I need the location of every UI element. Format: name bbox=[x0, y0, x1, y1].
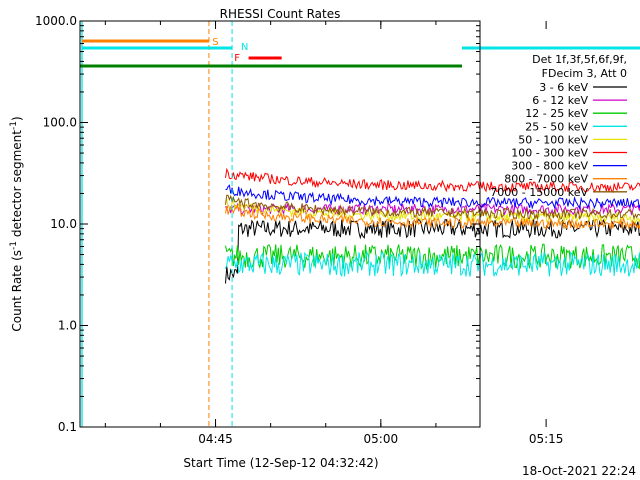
x-tick-label-1: 05:00 bbox=[364, 432, 399, 446]
y-tick-label-3: 1.0 bbox=[58, 319, 77, 333]
legend-header-1: Det 1f,3f,5f,6f,9f, bbox=[532, 53, 627, 66]
y-label-sup-1: -1 bbox=[9, 241, 19, 250]
flag-bars-group: SNFRD0RD6 bbox=[80, 21, 640, 427]
y-axis-label: Count Rate (s-1 detector segment-1) bbox=[9, 116, 24, 331]
y-tick-label-4: 0.1 bbox=[58, 420, 77, 434]
y-tick-label-1: 100.0 bbox=[43, 116, 77, 130]
series-line-5 bbox=[225, 167, 640, 194]
series-line-0 bbox=[225, 218, 640, 284]
series-line-8 bbox=[225, 194, 640, 221]
legend-label-4: 50 - 100 keV bbox=[518, 133, 588, 146]
legend-label-2: 12 - 25 keV bbox=[525, 107, 588, 120]
flag-label-f: F bbox=[234, 53, 240, 64]
y-label-part-3: ) bbox=[10, 116, 24, 121]
data-series-group bbox=[225, 167, 640, 284]
legend-label-7: 800 - 7000 keV bbox=[504, 173, 588, 186]
x-tick-label-0: 04:45 bbox=[198, 432, 233, 446]
series-line-4 bbox=[225, 198, 640, 225]
axis-ticks-group: 1000.0100.010.01.00.104:4505:0005:1505:3… bbox=[35, 14, 564, 446]
x-axis-label: Start Time (12-Sep-12 04:32:42) bbox=[183, 456, 378, 470]
series-line-3 bbox=[225, 250, 640, 278]
series-line-6 bbox=[225, 184, 640, 210]
flag-label-s: S bbox=[212, 37, 218, 48]
legend-label-1: 6 - 12 keV bbox=[532, 94, 588, 107]
flag-label-n: N bbox=[241, 42, 248, 53]
y-tick-label-2: 10.0 bbox=[50, 217, 77, 231]
legend: Det 1f,3f,5f,6f,9f, FDecim 3, Att 0 3 - … bbox=[490, 53, 627, 199]
legend-label-3: 25 - 50 keV bbox=[525, 120, 588, 133]
legend-header-2: FDecim 3, Att 0 bbox=[542, 67, 627, 80]
legend-label-6: 300 - 800 keV bbox=[511, 160, 588, 173]
y-label-part-2: detector segment bbox=[10, 130, 24, 241]
y-label-sup-2: -1 bbox=[9, 121, 19, 130]
chart-title: RHESSI Count Rates bbox=[220, 7, 341, 21]
legend-label-5: 100 - 300 keV bbox=[511, 147, 588, 160]
legend-label-0: 3 - 6 keV bbox=[539, 81, 588, 94]
y-tick-label-0: 1000.0 bbox=[35, 14, 77, 28]
render-timestamp: 18-Oct-2021 22:24 bbox=[522, 464, 636, 478]
series-line-7 bbox=[225, 205, 640, 231]
legend-label-8: 7000 - 15000 keV bbox=[490, 186, 588, 199]
y-label-part-1: Count Rate (s bbox=[10, 250, 24, 332]
x-tick-label-2: 05:15 bbox=[529, 432, 564, 446]
